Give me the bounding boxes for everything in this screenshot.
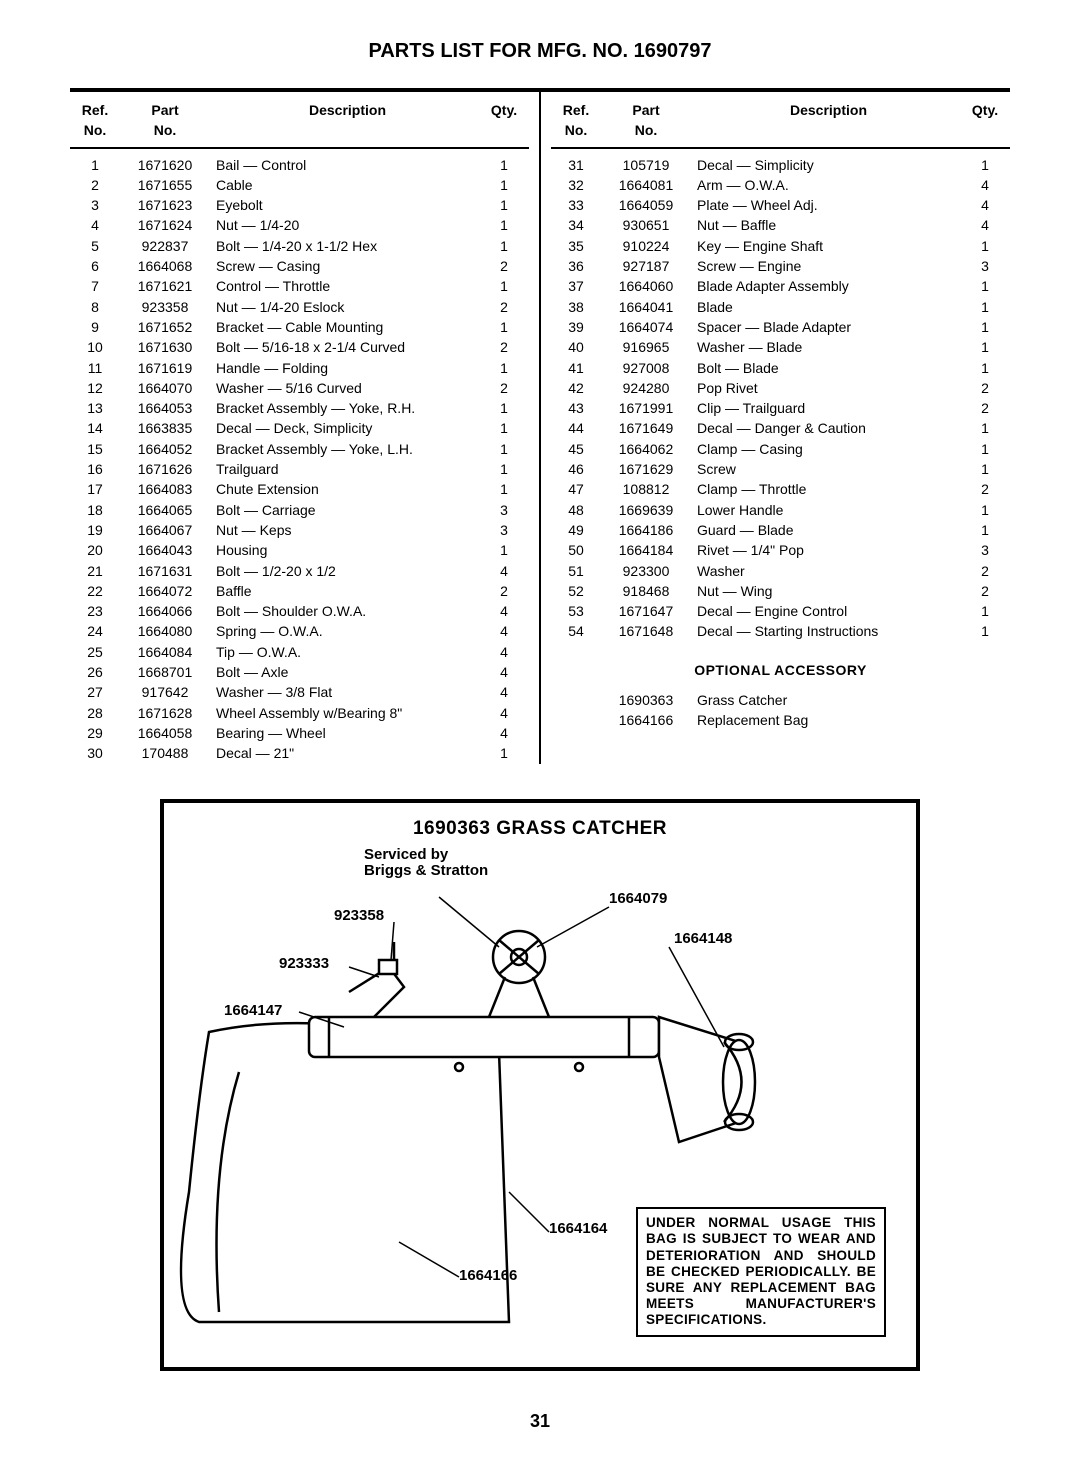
parts-row: 141663835Decal — Deck, Simplicity1 [70, 418, 529, 438]
parts-row: 52918468Nut — Wing2 [551, 581, 1010, 601]
parts-row: 30170488Decal — 21"1 [70, 743, 529, 763]
optional-row: 1690363Grass Catcher [551, 690, 1010, 710]
warning-text: UNDER NORMAL USAGE THIS BAG IS SUBJECT T… [636, 1207, 886, 1336]
parts-row: 31671623Eyebolt1 [70, 195, 529, 215]
callout-1664079: 1664079 [609, 890, 667, 907]
callout-923333: 923333 [279, 955, 329, 972]
parts-row: 61664068Screw — Casing2 [70, 256, 529, 276]
parts-row: 35910224Key — Engine Shaft1 [551, 236, 1010, 256]
parts-header: Ref.No. PartNo. Description Qty. [70, 92, 529, 149]
parts-row: 21671655Cable1 [70, 175, 529, 195]
page-number: 31 [20, 1411, 1060, 1432]
parts-row: 131664053Bracket Assembly — Yoke, R.H.1 [70, 398, 529, 418]
parts-row: 47108812Clamp — Throttle2 [551, 479, 1010, 499]
parts-row: 191664067Nut — Keps3 [70, 520, 529, 540]
parts-table: Ref.No. PartNo. Description Qty. 1167162… [70, 88, 1010, 764]
parts-row: 541671648Decal — Starting Instructions1 [551, 621, 1010, 641]
parts-row: 491664186Guard — Blade1 [551, 520, 1010, 540]
parts-row: 5922837Bolt — 1/4-20 x 1-1/2 Hex1 [70, 236, 529, 256]
callout-1664147: 1664147 [224, 1002, 282, 1019]
parts-row: 51923300Washer2 [551, 561, 1010, 581]
grass-catcher-diagram: 1690363 GRASS CATCHER [160, 799, 920, 1371]
parts-row: 121664070Washer — 5/16 Curved2 [70, 378, 529, 398]
parts-row: 321664081Arm — O.W.A.4 [551, 175, 1010, 195]
parts-row: 111671619Handle — Folding1 [70, 358, 529, 378]
parts-row: 441671649Decal — Danger & Caution1 [551, 418, 1010, 438]
callout-1664164: 1664164 [549, 1220, 607, 1237]
callout-923358: 923358 [334, 907, 384, 924]
parts-row: 231664066Bolt — Shoulder O.W.A.4 [70, 601, 529, 621]
parts-row: 41927008Bolt — Blade1 [551, 358, 1010, 378]
parts-col-right: Ref.No. PartNo. Description Qty. 3110571… [551, 92, 1010, 764]
parts-row: 241664080Spring — O.W.A.4 [70, 621, 529, 641]
parts-row: 221664072Baffle2 [70, 581, 529, 601]
parts-row: 331664059Plate — Wheel Adj.4 [551, 195, 1010, 215]
parts-row: 501664184Rivet — 1/4" Pop3 [551, 540, 1010, 560]
parts-row: 31105719Decal — Simplicity1 [551, 155, 1010, 175]
callout-1664166: 1664166 [459, 1267, 517, 1284]
parts-row: 8923358Nut — 1/4-20 Eslock2 [70, 297, 529, 317]
parts-row: 11671620Bail — Control1 [70, 155, 529, 175]
parts-row: 34930651Nut — Baffle4 [551, 215, 1010, 235]
parts-row: 36927187Screw — Engine3 [551, 256, 1010, 276]
parts-col-left: Ref.No. PartNo. Description Qty. 1167162… [70, 92, 529, 764]
parts-row: 281671628Wheel Assembly w/Bearing 8"4 [70, 703, 529, 723]
callout-serviced: Serviced byBriggs & Stratton [364, 847, 488, 880]
parts-header: Ref.No. PartNo. Description Qty. [551, 92, 1010, 149]
parts-row: 40916965Washer — Blade1 [551, 337, 1010, 357]
parts-row: 181664065Bolt — Carriage3 [70, 500, 529, 520]
parts-row: 42924280Pop Rivet2 [551, 378, 1010, 398]
parts-row: 451664062Clamp — Casing1 [551, 439, 1010, 459]
parts-row: 171664083Chute Extension1 [70, 479, 529, 499]
parts-row: 291664058Bearing — Wheel4 [70, 723, 529, 743]
parts-row: 27917642Washer — 3/8 Flat4 [70, 682, 529, 702]
parts-row: 41671624Nut — 1/4-201 [70, 215, 529, 235]
parts-row: 261668701Bolt — Axle4 [70, 662, 529, 682]
page-title: PARTS LIST FOR MFG. NO. 1690797 [20, 40, 1060, 63]
parts-row: 381664041Blade1 [551, 297, 1010, 317]
parts-row: 481669639Lower Handle1 [551, 500, 1010, 520]
parts-row: 391664074Spacer — Blade Adapter1 [551, 317, 1010, 337]
parts-row: 461671629Screw1 [551, 459, 1010, 479]
parts-row: 161671626Trailguard1 [70, 459, 529, 479]
parts-row: 251664084Tip — O.W.A.4 [70, 642, 529, 662]
parts-row: 101671630Bolt — 5/16-18 x 2-1/4 Curved2 [70, 337, 529, 357]
parts-row: 211671631Bolt — 1/2-20 x 1/24 [70, 561, 529, 581]
parts-row: 91671652Bracket — Cable Mounting1 [70, 317, 529, 337]
callout-1664148: 1664148 [674, 930, 732, 947]
parts-row: 71671621Control — Throttle1 [70, 276, 529, 296]
parts-row: 151664052Bracket Assembly — Yoke, L.H.1 [70, 439, 529, 459]
parts-row: 371664060Blade Adapter Assembly1 [551, 276, 1010, 296]
parts-row: 431671991Clip — Trailguard2 [551, 398, 1010, 418]
parts-row: 531671647Decal — Engine Control1 [551, 601, 1010, 621]
parts-row: 201664043Housing1 [70, 540, 529, 560]
optional-row: 1664166Replacement Bag [551, 710, 1010, 730]
optional-accessory-title: OPTIONAL ACCESSORY [551, 660, 1010, 680]
diagram-title: 1690363 GRASS CATCHER [179, 818, 901, 840]
